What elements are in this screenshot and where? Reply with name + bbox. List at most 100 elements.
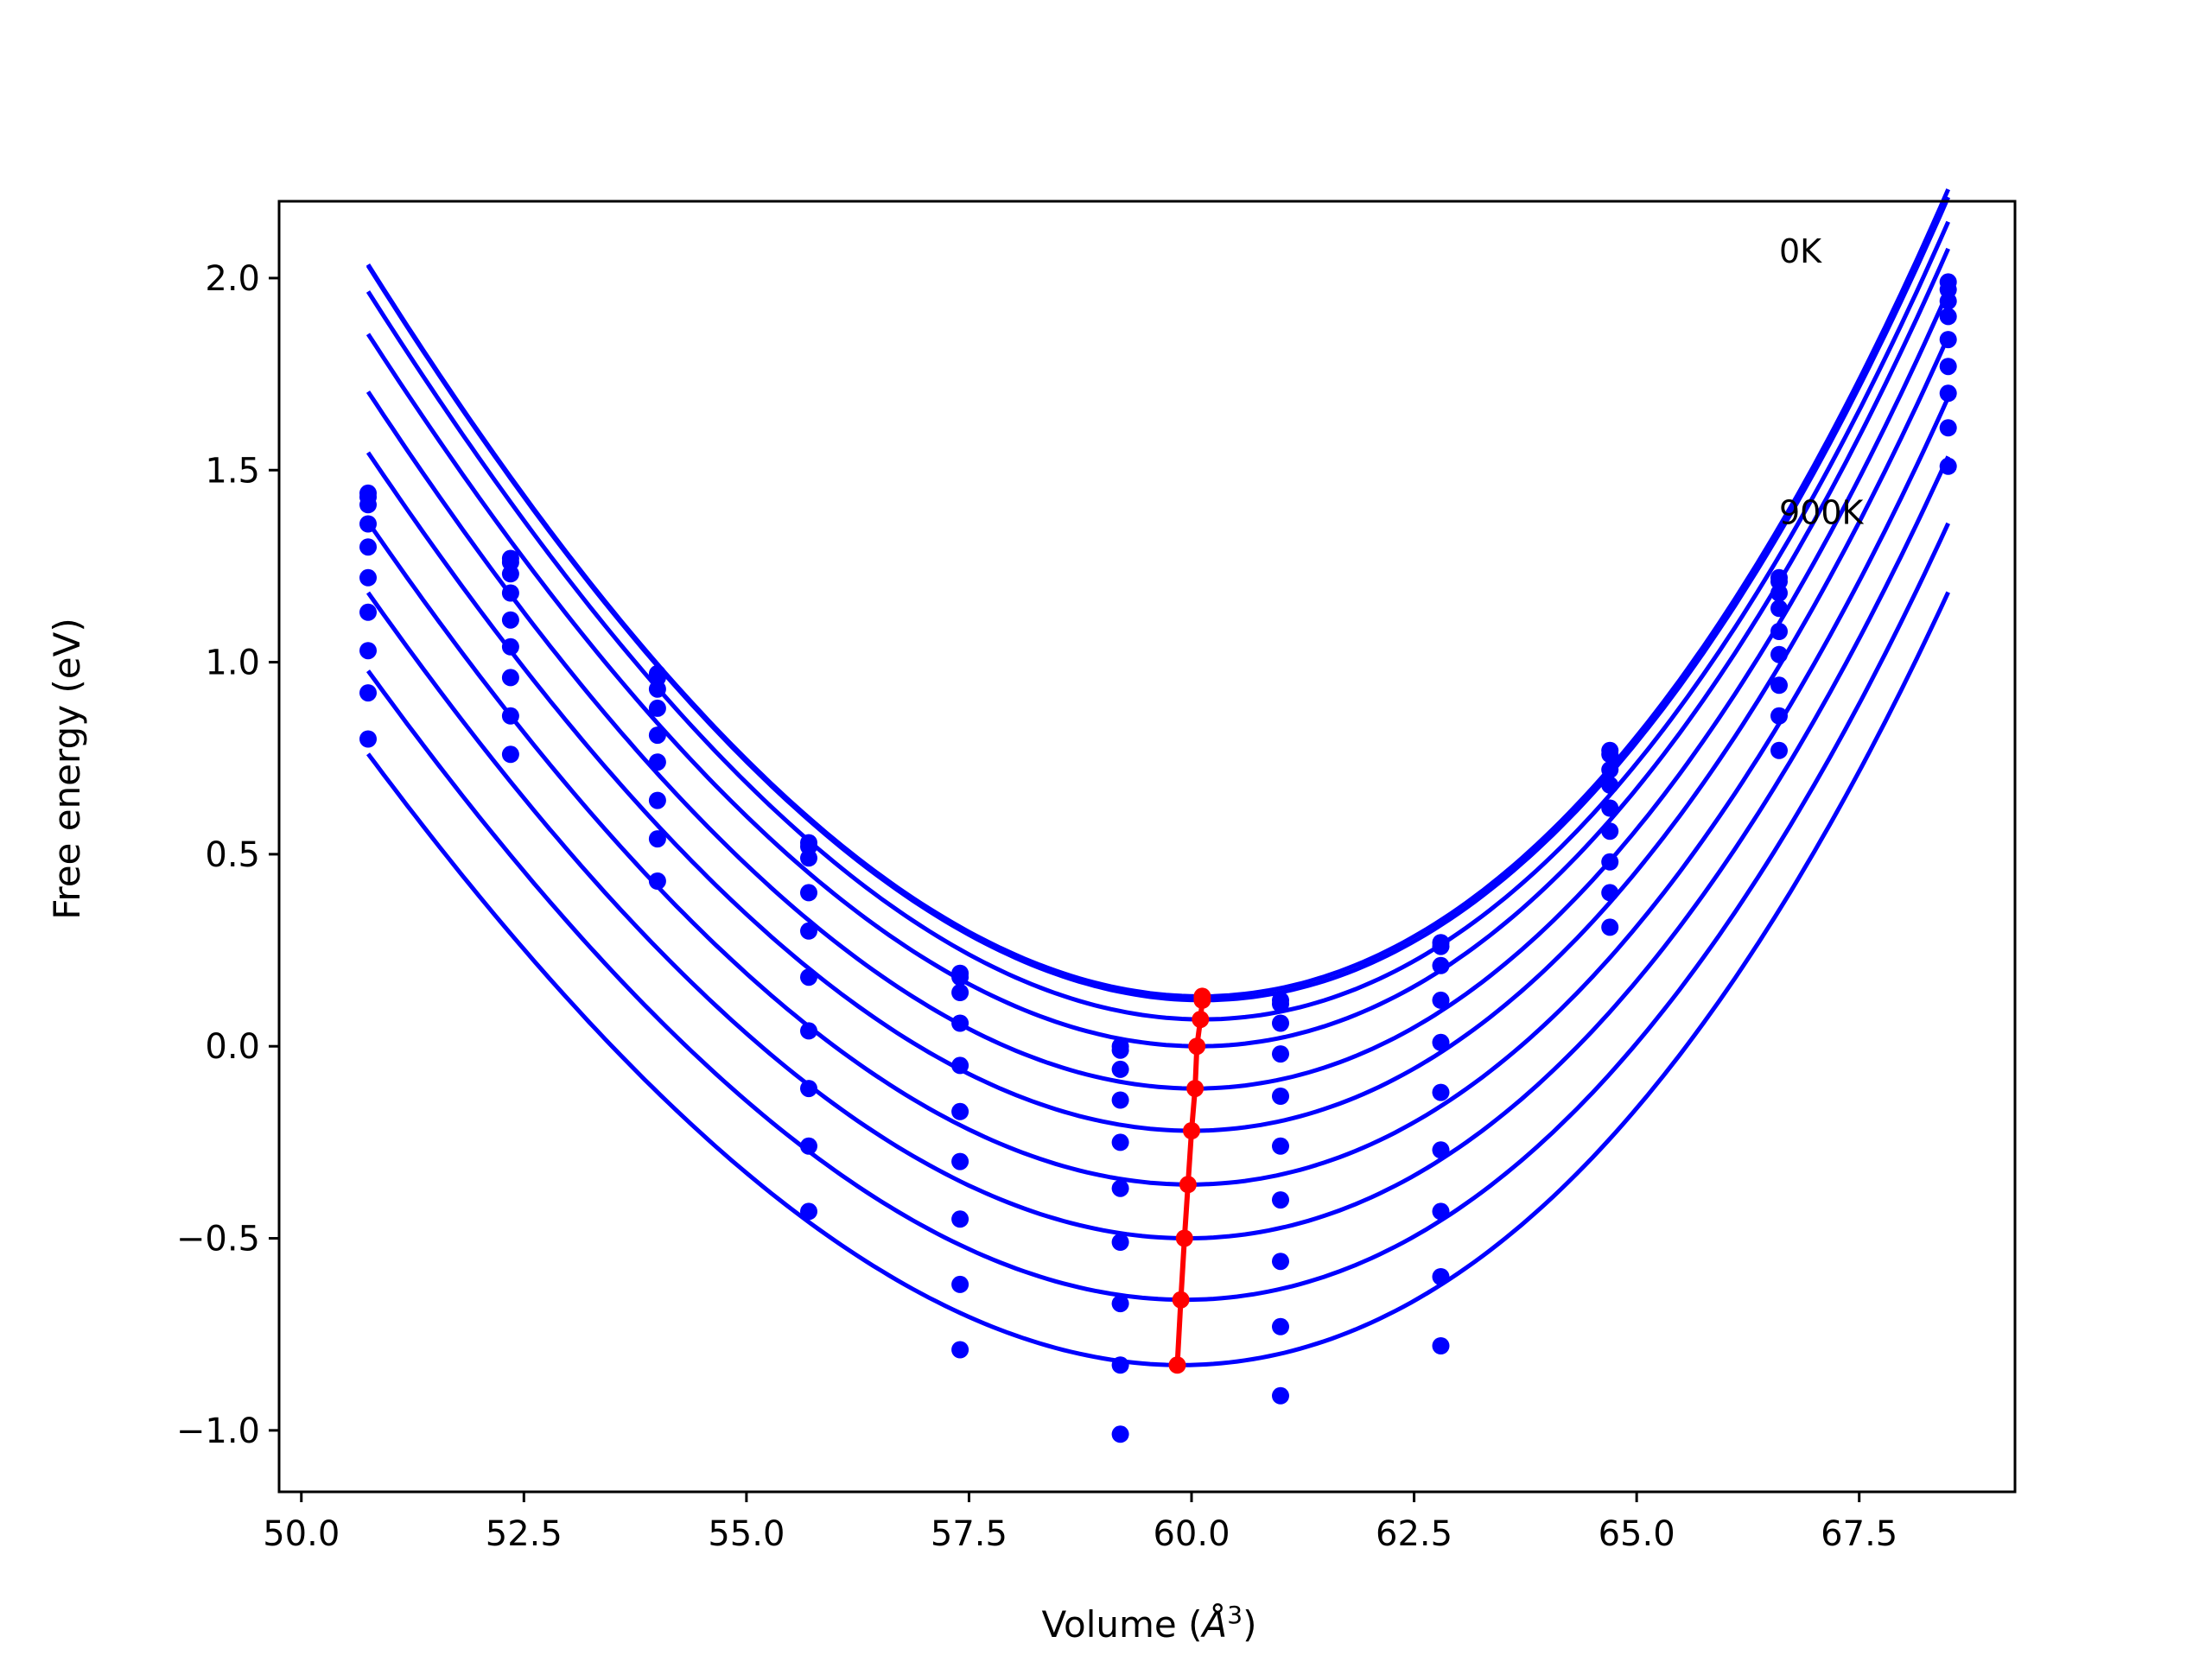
minima-line	[1174, 996, 1205, 1366]
fit-curve-0	[365, 188, 1950, 999]
fit-curve-7	[365, 455, 1950, 1240]
fit-curve-3	[365, 247, 1950, 1049]
minimum-point-9	[1168, 1356, 1186, 1374]
data-point-7-0	[359, 642, 377, 660]
data-point-4-10	[1939, 331, 1957, 349]
data-point-8-10	[1939, 457, 1957, 475]
minimum-point-2	[1192, 1011, 1210, 1029]
annotations: 0K 900K	[1779, 232, 1865, 531]
annotation-0: 0K	[1779, 232, 1822, 270]
data-point-3-10	[1939, 308, 1957, 326]
data-point-9-5	[1111, 1425, 1129, 1443]
y-tick-label-0: 2.0	[205, 259, 260, 299]
data-point-6-3	[800, 1022, 817, 1040]
data-point-5-10	[1939, 358, 1957, 376]
data-point-4-3	[800, 922, 817, 940]
data-point-7-9	[1770, 707, 1788, 725]
data-point-7-1	[501, 707, 519, 725]
data-point-6-8	[1601, 853, 1619, 871]
x-tick-label-4: 60.0	[1153, 1514, 1230, 1554]
data-point-6-2	[648, 791, 666, 809]
minimum-point-5	[1183, 1122, 1200, 1139]
data-point-7-3	[800, 1080, 817, 1098]
data-point-7-4	[951, 1210, 969, 1228]
data-point-4-4	[951, 1056, 969, 1075]
data-point-2-8	[1601, 761, 1619, 779]
data-point-2-6	[1272, 1014, 1289, 1032]
data-point-5-9	[1770, 645, 1788, 663]
x-tick-label-3: 57.5	[931, 1514, 1007, 1554]
minimum-point-1	[1193, 991, 1211, 1009]
y-axis-label: Free energy (eV)	[46, 618, 88, 920]
plot-frame	[277, 200, 2017, 1494]
data-point-2-5	[1111, 1060, 1129, 1078]
data-point-8-9	[1770, 741, 1788, 759]
data-point-8-1	[501, 745, 519, 764]
y-tick-label-5: −0.5	[176, 1220, 260, 1259]
data-point-3-5	[1111, 1091, 1129, 1109]
data-point-5-3	[800, 968, 817, 986]
data-point-9-6	[1272, 1386, 1289, 1405]
fit-curve-9	[366, 591, 1950, 1367]
data-point-2-0	[359, 496, 377, 514]
y-tick-label-4: 0.0	[205, 1027, 260, 1067]
x-tick-label-5: 62.5	[1376, 1514, 1452, 1554]
data-point-6-5	[1111, 1234, 1129, 1251]
data-point-6-6	[1272, 1191, 1289, 1209]
data-point-7-10	[1939, 419, 1957, 437]
data-point-4-8	[1601, 799, 1619, 817]
data-point-7-8	[1601, 884, 1619, 902]
data-point-5-7	[1432, 1083, 1450, 1101]
data-point-9-4	[951, 1341, 969, 1359]
fit-curves	[365, 188, 1950, 1367]
data-point-1-8	[1601, 745, 1619, 764]
data-point-8-3	[800, 1137, 817, 1155]
minimum-point-7	[1175, 1229, 1193, 1247]
minimum-point-8	[1172, 1291, 1190, 1309]
y-tick-label-3: 0.5	[205, 835, 260, 875]
fit-curve-4	[365, 289, 1950, 1091]
data-point-6-4	[951, 1152, 969, 1170]
fit-curve-2	[365, 220, 1950, 1022]
data-points	[359, 273, 1957, 1443]
annotation-1: 900K	[1779, 494, 1865, 532]
data-point-5-4	[951, 1102, 969, 1120]
data-point-8-0	[359, 684, 377, 702]
y-tick-label-6: −1.0	[176, 1411, 260, 1451]
data-point-5-5	[1111, 1179, 1129, 1197]
data-point-3-4	[951, 1014, 969, 1032]
data-point-5-6	[1272, 1137, 1289, 1155]
data-point-3-2	[648, 699, 666, 717]
data-point-8-2	[648, 872, 666, 890]
data-point-6-10	[1939, 384, 1957, 403]
data-point-4-7	[1432, 1033, 1450, 1051]
data-point-4-5	[1111, 1133, 1129, 1151]
data-point-5-2	[648, 753, 666, 771]
data-point-3-3	[800, 884, 817, 902]
minimum-point-4	[1186, 1080, 1205, 1098]
data-point-8-8	[1601, 918, 1619, 936]
data-point-4-9	[1770, 623, 1788, 640]
data-point-2-4	[951, 984, 969, 1001]
data-point-6-0	[359, 603, 377, 621]
data-point-3-1	[501, 584, 519, 602]
x-axis-label: Volume (Å3)	[1042, 1601, 1257, 1646]
data-point-1-5	[1111, 1041, 1129, 1059]
data-point-3-9	[1770, 599, 1788, 618]
data-point-4-6	[1272, 1088, 1289, 1105]
data-point-2-10	[1939, 292, 1957, 310]
fit-curve-8	[365, 522, 1950, 1303]
x-tick-label-2: 55.0	[708, 1514, 785, 1554]
data-point-6-1	[501, 669, 519, 687]
y-tick-label-2: 1.0	[205, 644, 260, 683]
data-point-5-1	[501, 638, 519, 656]
data-point-9-7	[1432, 1337, 1450, 1354]
data-point-2-9	[1770, 584, 1788, 602]
data-point-4-2	[648, 726, 666, 745]
data-point-3-8	[1601, 776, 1619, 794]
data-point-2-7	[1432, 956, 1450, 974]
x-tick-label-6: 65.0	[1599, 1514, 1675, 1554]
data-point-7-2	[648, 830, 666, 848]
